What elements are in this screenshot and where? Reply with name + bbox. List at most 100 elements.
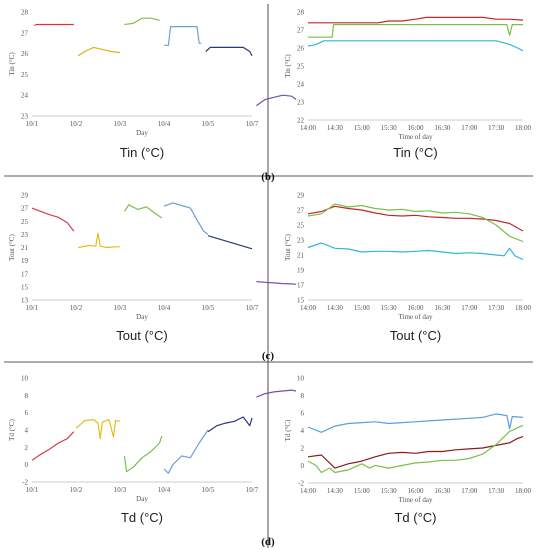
y-tick-label: 28 — [297, 9, 305, 17]
x-axis-label: Day — [136, 495, 148, 503]
x-tick-label: 10/1 — [26, 486, 39, 494]
x-tick-label: 15:00 — [354, 487, 370, 495]
x-tick-label: 16:30 — [434, 487, 450, 495]
panel-label-b: (b) — [261, 171, 275, 183]
x-tick-label: 17:00 — [461, 124, 477, 132]
series-line-1 — [307, 205, 524, 232]
x-axis-label: Time of day — [399, 133, 433, 141]
y-tick-label: 8 — [301, 392, 305, 400]
series-line-3 — [307, 424, 524, 474]
x-tick-label: 14:00 — [300, 487, 316, 495]
y-tick-label: -2 — [22, 479, 28, 487]
y-axis-label: Td (°C) — [8, 419, 16, 441]
x-tick-label: 10/1 — [26, 304, 39, 312]
series-line-1 — [31, 431, 75, 461]
y-tick-label: 19 — [297, 267, 305, 275]
series-line-6 — [256, 389, 297, 398]
y-tick-label: 8 — [25, 392, 29, 400]
y-tick-label: 2 — [301, 445, 305, 453]
y-tick-label: 23 — [297, 99, 305, 107]
x-tick-label: 16:00 — [408, 304, 424, 312]
series-line-3 — [124, 17, 160, 26]
y-tick-label: 6 — [301, 410, 305, 418]
x-tick-label: 15:30 — [381, 124, 397, 132]
chart-tout-days: 13 15 17 19 21 23 25 27 29 10/1 10/2 10/3 10/4 10/5 10… — [8, 192, 297, 343]
series-line-3 — [123, 204, 163, 219]
x-tick-label: 14:00 — [300, 304, 316, 312]
x-tick-label: 10/7 — [246, 486, 259, 494]
series-line-1 — [307, 413, 524, 433]
y-tick-label: 2 — [25, 444, 29, 452]
x-tick-label: 15:00 — [354, 304, 370, 312]
chart-caption: Tin (°C) — [393, 145, 437, 160]
x-tick-label: 10/2 — [70, 120, 83, 128]
panel-label-d: (d) — [261, 536, 275, 548]
x-tick-label: 15:00 — [354, 124, 370, 132]
y-tick-label: 25 — [297, 222, 305, 230]
y-tick-label: 22 — [297, 117, 305, 125]
x-tick-label: 10/7 — [246, 304, 259, 312]
y-tick-label: 29 — [21, 192, 29, 200]
chart-caption: Td (°C) — [121, 510, 163, 525]
x-tick-label: 16:00 — [408, 487, 424, 495]
y-tick-label: 4 — [301, 427, 305, 435]
y-tick-label: 27 — [297, 27, 305, 35]
y-tick-label: 13 — [21, 297, 29, 305]
x-tick-label: 10/2 — [70, 304, 83, 312]
x-axis-label: Day — [136, 313, 148, 321]
chart-tout-time: 15 17 19 21 23 25 27 29 14:00 14:30 15:00 15:30 16:0… — [284, 192, 531, 344]
x-tick-label: 17:30 — [488, 304, 504, 312]
series-line-2 — [75, 419, 121, 440]
x-tick-label: 10/3 — [114, 486, 127, 494]
chart-td-days: -2 0 2 4 6 8 10 10/1 10/2 10/3 10/4 10/5 10/7 Day Td (… — [8, 375, 297, 525]
y-axis-label: Tin (°C) — [8, 52, 16, 76]
series-line-3 — [307, 242, 524, 261]
y-tick-label: 27 — [21, 29, 29, 37]
x-tick-label: 17:30 — [488, 124, 504, 132]
x-tick-label: 10/2 — [70, 486, 83, 494]
y-tick-label: 24 — [21, 92, 29, 100]
series-line-2 — [308, 24, 523, 38]
x-tick-label: 10/4 — [158, 304, 171, 312]
series-line-2 — [307, 436, 524, 469]
chart-caption: Td (°C) — [394, 510, 436, 525]
chart-caption: Tout (°C) — [390, 328, 441, 343]
y-tick-label: 26 — [21, 50, 29, 58]
y-tick-label: 23 — [21, 231, 29, 239]
chart-caption: Tin (°C) — [120, 145, 164, 160]
series-line-2 — [307, 203, 524, 243]
y-tick-label: 27 — [21, 205, 29, 213]
y-tick-label: 21 — [21, 244, 29, 252]
series-line-2 — [78, 232, 120, 249]
x-tick-label: 10/5 — [202, 486, 215, 494]
x-tick-label: 16:30 — [434, 124, 450, 132]
x-tick-label: 16:00 — [408, 124, 424, 132]
y-axis-label: Tout (°C) — [284, 234, 292, 261]
y-tick-label: 10 — [297, 375, 305, 383]
y-tick-label: 23 — [297, 237, 305, 245]
x-tick-label: 10/7 — [246, 120, 259, 128]
y-tick-label: 24 — [297, 81, 305, 89]
series-line-4 — [163, 429, 209, 474]
y-tick-label: 0 — [25, 461, 29, 469]
x-tick-label: 10/4 — [158, 120, 171, 128]
chart-tin-time: 22 23 24 25 26 27 28 14:00 14:30 15:00 15:30 16:00 1… — [284, 9, 531, 161]
y-tick-label: 0 — [301, 462, 305, 470]
y-tick-label: 26 — [297, 45, 305, 53]
y-axis-label: Tout (°C) — [8, 234, 16, 261]
series-line-1 — [33, 23, 74, 27]
y-tick-label: 25 — [297, 63, 305, 71]
y-tick-label: 21 — [297, 252, 305, 260]
y-axis-label: Td (°C) — [284, 419, 292, 441]
y-tick-label: 23 — [21, 113, 29, 121]
x-tick-label: 10/5 — [202, 304, 215, 312]
x-tick-label: 16:30 — [434, 304, 450, 312]
y-tick-label: 25 — [21, 218, 29, 226]
x-tick-label: 15:30 — [381, 304, 397, 312]
y-tick-label: 17 — [297, 282, 305, 290]
x-tick-label: 17:00 — [461, 487, 477, 495]
chart-caption: Tout (°C) — [116, 328, 167, 343]
x-axis-label: Time of day — [399, 496, 433, 504]
series-line-2 — [77, 46, 121, 57]
